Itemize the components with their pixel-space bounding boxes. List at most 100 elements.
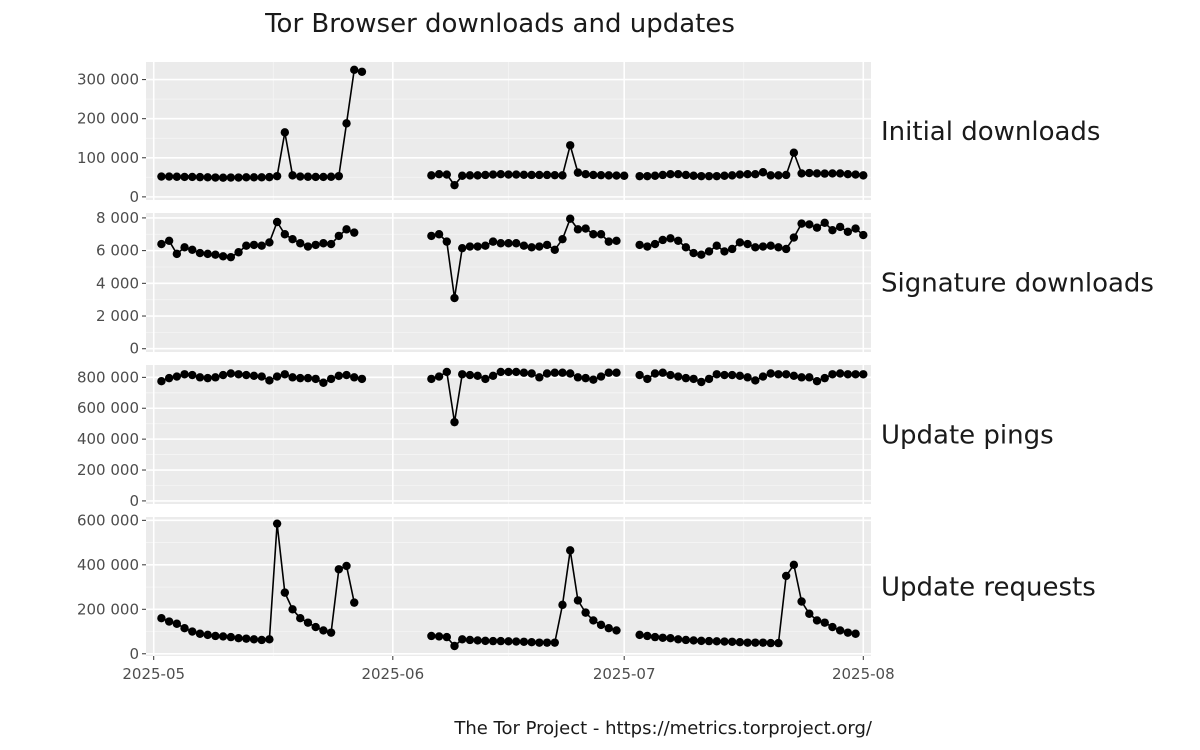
data-point bbox=[465, 171, 475, 180]
data-point bbox=[164, 617, 174, 626]
data-point bbox=[157, 172, 166, 181]
data-point bbox=[612, 368, 621, 377]
data-point bbox=[272, 217, 282, 227]
data-point bbox=[797, 597, 806, 606]
data-point bbox=[751, 169, 760, 179]
facet-panel: 0 200 000 400 000 600 000 Update requests bbox=[77, 511, 1096, 662]
data-point bbox=[558, 368, 567, 377]
y-tick-label: 6 000 bbox=[96, 242, 139, 260]
data-point bbox=[835, 222, 845, 232]
data-point bbox=[265, 172, 274, 182]
data-point bbox=[481, 374, 490, 384]
data-point bbox=[604, 171, 613, 180]
data-point bbox=[843, 628, 853, 637]
data-point bbox=[535, 638, 544, 647]
data-point bbox=[712, 370, 721, 379]
data-point bbox=[326, 374, 336, 384]
data-point bbox=[535, 170, 544, 180]
data-point bbox=[311, 374, 320, 384]
data-point bbox=[442, 367, 451, 377]
data-point bbox=[272, 372, 282, 381]
data-point bbox=[558, 171, 567, 180]
data-point bbox=[681, 635, 691, 645]
data-point bbox=[473, 371, 482, 381]
data-point bbox=[820, 218, 829, 228]
data-point bbox=[666, 234, 675, 243]
data-point bbox=[303, 242, 313, 251]
data-point bbox=[566, 141, 575, 150]
data-point bbox=[643, 242, 652, 251]
data-point bbox=[797, 219, 806, 228]
data-point bbox=[450, 641, 459, 651]
data-point bbox=[434, 632, 444, 641]
data-point bbox=[242, 634, 251, 643]
data-point bbox=[427, 171, 436, 180]
data-point bbox=[658, 170, 667, 180]
y-tick-label: 400 000 bbox=[77, 430, 139, 448]
data-point bbox=[735, 638, 745, 647]
data-point bbox=[334, 565, 344, 574]
data-point bbox=[751, 243, 760, 252]
data-point bbox=[357, 67, 367, 76]
data-point bbox=[550, 638, 559, 647]
data-point bbox=[619, 171, 629, 180]
data-point bbox=[673, 169, 683, 179]
data-point bbox=[589, 375, 598, 384]
y-tick-label: 0 bbox=[129, 188, 139, 206]
y-tick-label: 8 000 bbox=[96, 209, 139, 227]
data-point bbox=[596, 170, 606, 180]
data-point bbox=[311, 172, 320, 182]
data-point bbox=[211, 631, 220, 641]
data-point bbox=[550, 245, 559, 254]
data-point bbox=[805, 220, 814, 229]
data-point bbox=[265, 376, 274, 385]
data-point bbox=[242, 241, 251, 250]
data-point bbox=[319, 172, 328, 182]
data-point bbox=[596, 372, 606, 381]
data-point bbox=[303, 172, 313, 181]
data-point bbox=[658, 235, 667, 245]
data-point bbox=[612, 171, 621, 180]
data-point bbox=[643, 171, 652, 181]
data-point bbox=[157, 239, 166, 249]
data-point bbox=[635, 171, 644, 181]
data-point bbox=[681, 243, 691, 252]
data-point bbox=[427, 631, 436, 641]
data-point bbox=[334, 171, 344, 181]
data-point bbox=[774, 370, 783, 379]
data-point bbox=[789, 233, 799, 242]
data-point bbox=[658, 633, 667, 642]
data-point bbox=[195, 373, 205, 382]
data-point bbox=[488, 170, 498, 179]
data-point bbox=[774, 638, 783, 648]
data-point bbox=[743, 239, 752, 249]
data-point bbox=[257, 173, 266, 182]
facet-label: Signature downloads bbox=[881, 269, 1154, 299]
data-point bbox=[805, 168, 814, 178]
data-point bbox=[766, 369, 775, 378]
data-point bbox=[697, 377, 706, 387]
data-point bbox=[658, 368, 667, 377]
data-point bbox=[666, 370, 675, 380]
data-point bbox=[843, 169, 853, 179]
data-point bbox=[280, 128, 290, 137]
data-point bbox=[226, 632, 236, 642]
data-point bbox=[319, 378, 328, 387]
data-point bbox=[589, 616, 598, 625]
data-point bbox=[797, 373, 806, 382]
y-tick-label: 200 000 bbox=[77, 461, 139, 479]
facet-panel: 0 100 000 200 000 300 000 Initial downloads bbox=[77, 62, 1100, 206]
data-point bbox=[342, 370, 351, 380]
data-point bbox=[751, 376, 760, 385]
y-tick-label: 400 000 bbox=[77, 556, 139, 574]
data-point bbox=[496, 239, 505, 248]
data-point bbox=[296, 613, 305, 623]
data-point bbox=[843, 370, 853, 379]
data-point bbox=[303, 618, 313, 627]
data-point bbox=[458, 243, 467, 253]
data-point bbox=[566, 369, 575, 378]
data-point bbox=[689, 171, 698, 180]
data-point bbox=[296, 373, 305, 383]
